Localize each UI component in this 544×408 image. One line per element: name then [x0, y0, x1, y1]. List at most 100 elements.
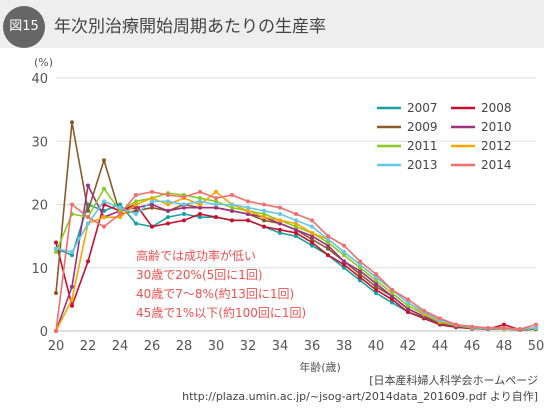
data-point-2008 [358, 275, 362, 280]
data-point-2014 [470, 324, 474, 329]
data-point-2010 [134, 205, 138, 210]
data-point-2012 [150, 196, 154, 201]
data-point-2007 [374, 291, 378, 296]
data-point-2008 [310, 240, 314, 245]
data-point-2013 [246, 205, 250, 210]
data-point-2012 [198, 202, 202, 207]
data-point-2008 [502, 322, 506, 327]
legend-label-2013: 2013 [407, 158, 438, 172]
data-point-2010 [182, 205, 186, 210]
data-point-2009 [326, 246, 330, 251]
data-point-2010 [278, 221, 282, 226]
data-point-2010 [374, 281, 378, 286]
data-point-2013 [534, 325, 538, 330]
data-point-2014 [534, 322, 538, 327]
data-point-2007 [310, 243, 314, 248]
data-point-2014 [294, 211, 298, 216]
data-point-2013 [54, 246, 58, 251]
y-tick-label: 0 [40, 325, 48, 340]
data-point-2014 [102, 224, 106, 229]
legend-label-2012: 2012 [481, 139, 512, 153]
data-point-2008 [150, 224, 154, 229]
x-tick-label: 24 [112, 339, 129, 354]
data-point-2009 [70, 120, 74, 125]
data-point-2008 [230, 218, 234, 223]
data-point-2007 [198, 215, 202, 220]
data-point-2008 [294, 230, 298, 235]
y-tick-label: 30 [31, 135, 48, 150]
x-tick-label: 50 [528, 339, 544, 354]
data-point-2011 [294, 224, 298, 229]
data-point-2008 [54, 240, 58, 245]
data-point-2011 [198, 196, 202, 201]
data-point-2014 [486, 325, 490, 330]
data-point-2010 [150, 202, 154, 207]
data-point-2014 [246, 199, 250, 204]
data-point-2008 [214, 215, 218, 220]
data-point-2008 [166, 221, 170, 226]
data-point-2007 [118, 202, 122, 207]
data-point-2009 [86, 208, 90, 213]
data-point-2008 [374, 287, 378, 292]
data-point-2010 [358, 268, 362, 273]
data-point-2011 [262, 211, 266, 216]
legend-label-2014: 2014 [481, 158, 512, 172]
annotation-line: 高齢では成功率が低い [136, 248, 256, 263]
data-point-2014 [502, 325, 506, 330]
x-tick-label: 22 [80, 339, 97, 354]
data-point-2014 [390, 287, 394, 292]
data-point-2012 [166, 202, 170, 207]
data-point-2011 [230, 205, 234, 210]
data-point-2014 [326, 234, 330, 239]
data-point-2012 [294, 221, 298, 226]
data-point-2013 [278, 211, 282, 216]
figure-number-badge: 図15 [3, 6, 45, 48]
legend-label-2010: 2010 [481, 120, 512, 134]
x-tick-label: 28 [176, 339, 193, 354]
data-point-2008 [406, 310, 410, 315]
data-point-2011 [374, 278, 378, 283]
data-point-2008 [70, 303, 74, 308]
data-point-2012 [214, 189, 218, 194]
data-point-2014 [438, 316, 442, 321]
data-point-2013 [358, 262, 362, 267]
data-point-2013 [214, 202, 218, 207]
data-point-2012 [310, 230, 314, 235]
data-point-2014 [134, 193, 138, 198]
data-point-2010 [390, 294, 394, 299]
data-point-2014 [214, 196, 218, 201]
x-tick-label: 48 [496, 339, 513, 354]
data-point-2014 [230, 193, 234, 198]
source-citation-line-1: [日本産科婦人科学会ホームページ [369, 374, 538, 387]
annotation-line: 30歳で20%(5回に1回) [136, 268, 263, 282]
data-point-2012 [246, 208, 250, 213]
data-point-2007 [390, 300, 394, 305]
data-point-2008 [326, 253, 330, 258]
x-tick-label: 40 [368, 339, 385, 354]
data-point-2010 [214, 205, 218, 210]
data-point-2014 [70, 202, 74, 207]
data-point-2010 [342, 259, 346, 264]
data-point-2014 [166, 193, 170, 198]
data-point-2014 [150, 189, 154, 194]
data-point-2013 [70, 249, 74, 254]
data-point-2013 [182, 202, 186, 207]
data-point-2012 [134, 202, 138, 207]
data-point-2011 [326, 240, 330, 245]
data-point-2012 [70, 297, 74, 302]
data-point-2010 [326, 243, 330, 248]
data-point-2011 [390, 291, 394, 296]
data-point-2009 [134, 208, 138, 213]
data-point-2008 [246, 218, 250, 223]
data-point-2009 [102, 158, 106, 163]
data-point-2007 [166, 215, 170, 220]
x-tick-label: 38 [336, 339, 353, 354]
data-point-2008 [182, 218, 186, 223]
data-point-2009 [54, 291, 58, 296]
page-title: 年次別治療開始周期あたりの生産率 [54, 17, 326, 37]
data-point-2010 [246, 211, 250, 216]
source-citation-line-2: http://plaza.umin.ac.jp/~jsog-art/2014da… [182, 390, 538, 403]
data-point-2009 [262, 218, 266, 223]
data-point-2007 [182, 211, 186, 216]
x-tick-label: 34 [272, 339, 289, 354]
